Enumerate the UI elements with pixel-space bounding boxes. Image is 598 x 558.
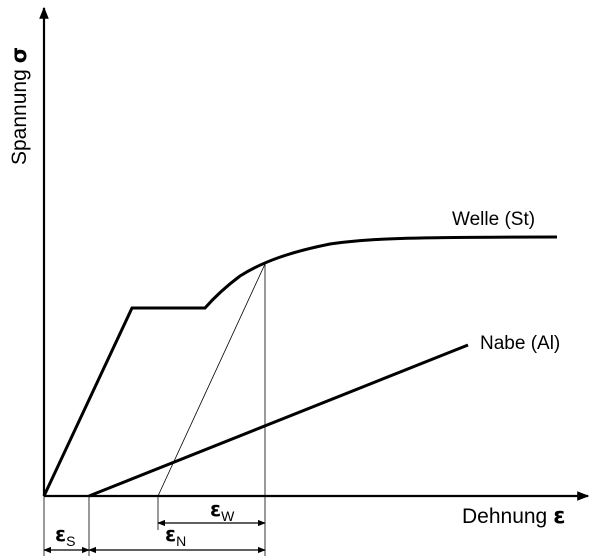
eps-s-label: εS bbox=[55, 522, 75, 549]
shaft-label: Welle (St) bbox=[452, 209, 535, 230]
y-axis-label: Spannung σ bbox=[7, 47, 31, 165]
hub-line bbox=[88, 343, 469, 498]
eps-s-sub: S bbox=[66, 533, 75, 549]
y-axis-label-text: Spannung bbox=[8, 69, 31, 165]
x-axis-symbol: ε bbox=[553, 504, 565, 529]
eps-n-base: ε bbox=[165, 522, 176, 546]
shaft-curve bbox=[42, 235, 558, 497]
eps-w-base: ε bbox=[210, 497, 221, 521]
y-axis-symbol: σ bbox=[7, 47, 31, 63]
eps-n-label: εN bbox=[165, 522, 186, 549]
unloading-line bbox=[157, 263, 266, 497]
eps-w-sub: W bbox=[221, 508, 235, 524]
eps-s-base: ε bbox=[55, 522, 66, 546]
x-axis-label: Dehnung ε bbox=[462, 504, 566, 529]
x-axis-label-text: Dehnung bbox=[462, 505, 547, 528]
eps-n-sub: N bbox=[176, 533, 186, 549]
hub-label: Nabe (Al) bbox=[480, 333, 560, 354]
eps-w-label: εW bbox=[210, 497, 235, 524]
